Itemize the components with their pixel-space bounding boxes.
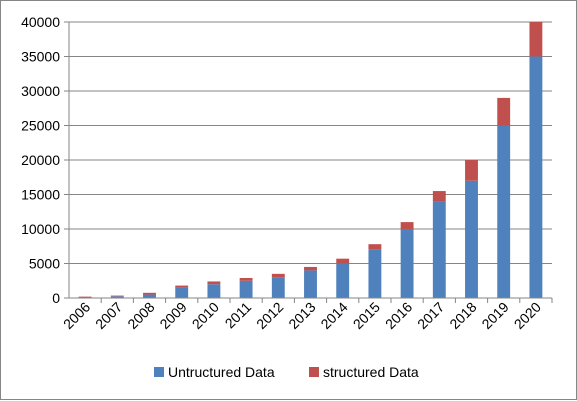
bar-structured-2018 (465, 160, 478, 181)
bar-unstructured-2008 (143, 295, 156, 298)
bar-structured-2014 (336, 259, 349, 264)
bar-unstructured-2016 (401, 229, 414, 298)
x-tick-label: 2013 (285, 299, 318, 332)
bar-structured-2017 (433, 191, 446, 201)
y-tick-label: 5000 (29, 256, 60, 272)
y-tick-label: 35000 (21, 49, 60, 65)
x-tick-label: 2016 (382, 299, 415, 332)
y-tick-label: 0 (52, 290, 60, 306)
bar-structured-2010 (207, 281, 220, 284)
bar-structured-2013 (304, 267, 317, 270)
x-tick-label: 2007 (92, 299, 125, 332)
x-tick-label: 2009 (156, 299, 189, 332)
x-tick-label: 2012 (253, 299, 286, 332)
bar-unstructured-2010 (207, 284, 220, 298)
bar-structured-2007 (111, 296, 124, 297)
y-tick-label: 40000 (21, 14, 60, 30)
bar-unstructured-2009 (175, 288, 188, 298)
bar-unstructured-2012 (272, 277, 285, 298)
bar-structured-2019 (497, 98, 510, 126)
x-tick-label: 2019 (478, 299, 511, 332)
x-tick-label: 2020 (511, 299, 544, 332)
bar-structured-2009 (175, 286, 188, 288)
y-tick-label: 10000 (21, 221, 60, 237)
x-tick-label: 2010 (189, 299, 222, 332)
bar-unstructured-2018 (465, 181, 478, 298)
legend-swatch (154, 367, 164, 377)
x-tick-label: 2006 (60, 299, 93, 332)
y-tick-label: 25000 (21, 118, 60, 134)
bar-unstructured-2014 (336, 264, 349, 299)
bar-structured-2012 (272, 274, 285, 277)
bar-unstructured-2019 (497, 126, 510, 299)
y-tick-label: 15000 (21, 187, 60, 203)
bar-structured-2016 (401, 222, 414, 229)
x-tick-label: 2017 (414, 299, 447, 332)
bar-unstructured-2013 (304, 270, 317, 298)
x-tick-label: 2018 (446, 299, 479, 332)
bar-structured-2008 (143, 293, 156, 295)
bar-unstructured-2020 (529, 57, 542, 299)
bar-structured-2015 (368, 244, 381, 250)
legend-label: structured Data (323, 364, 419, 380)
x-tick-label: 2015 (350, 299, 383, 332)
x-tick-label: 2014 (317, 299, 350, 332)
x-tick-label: 2011 (222, 299, 255, 332)
y-tick-label: 20000 (21, 152, 60, 168)
bar-unstructured-2017 (433, 201, 446, 298)
bar-structured-2020 (529, 22, 542, 57)
y-tick-label: 30000 (21, 83, 60, 99)
bar-unstructured-2011 (240, 281, 253, 298)
legend-swatch (309, 367, 319, 377)
legend-label: Untructured Data (168, 364, 275, 380)
bar-unstructured-2015 (368, 250, 381, 298)
bar-structured-2011 (240, 278, 253, 281)
x-tick-label: 2008 (124, 299, 157, 332)
